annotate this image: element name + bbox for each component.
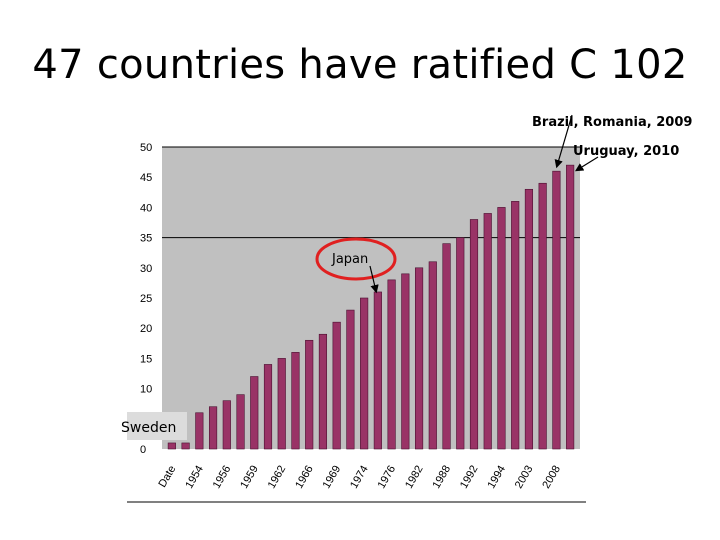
y-tick-label: 25	[140, 293, 152, 305]
bar	[332, 321, 341, 450]
x-tick-label: 1954	[183, 464, 206, 491]
bar	[360, 297, 369, 450]
x-tick-label: 1994	[485, 464, 508, 491]
x-tick-label: 1962	[266, 464, 289, 491]
bar	[318, 333, 328, 450]
x-tick-label: 1966	[293, 464, 316, 491]
x-tick-label: 1992	[458, 464, 481, 491]
x-tick-label: 1982	[403, 464, 426, 491]
x-tick-label: 1974	[348, 464, 371, 491]
bar	[566, 164, 575, 450]
bar	[167, 442, 176, 450]
x-tick-label: 2008	[540, 464, 563, 491]
bar	[291, 352, 300, 450]
y-tick-labels: 05101520253035404550	[140, 142, 152, 456]
bar	[263, 364, 273, 450]
annotation-japan: Japan	[331, 252, 368, 267]
annotation-brazil-romania: Brazil, Romania, 2009	[532, 115, 692, 130]
bar	[442, 243, 451, 450]
sweden-label-box	[127, 412, 187, 440]
annotation-uruguay: Uruguay, 2010	[573, 144, 679, 159]
annotation-sweden: Sweden	[121, 420, 176, 436]
x-tick-labels: Date 1954 1956 1959 1962 1966 1969 1974 1976 1982…	[156, 464, 563, 491]
y-tick-label: 15	[140, 353, 152, 365]
japan-highlight-circle	[315, 237, 397, 281]
bar	[511, 201, 520, 450]
bar	[497, 207, 506, 450]
japan-arrow	[369, 265, 379, 294]
x-tick-label: Date	[156, 464, 178, 490]
bar	[208, 406, 218, 450]
bar	[305, 339, 314, 450]
bar	[428, 261, 437, 450]
bar	[456, 237, 465, 450]
uruguay-arrow	[574, 156, 599, 172]
y-tick-label: 20	[140, 323, 152, 335]
bar	[483, 213, 492, 450]
y-tick-label: 40	[140, 202, 152, 214]
x-tick-label: 1988	[430, 464, 453, 491]
bar	[524, 188, 534, 450]
gridlines	[162, 146, 580, 239]
bar	[277, 358, 286, 450]
y-tick-label: 45	[140, 172, 152, 184]
x-tick-label: 2003	[513, 464, 536, 491]
bar	[222, 400, 231, 450]
x-tick-label: 1976	[376, 464, 399, 491]
brazil-romania-arrow	[554, 114, 573, 169]
plot-background	[162, 147, 580, 449]
y-tick-label: 0	[140, 444, 146, 456]
y-tick-label: 10	[140, 384, 152, 396]
x-tick-label: 1969	[321, 464, 344, 491]
y-tick-label: 35	[140, 233, 152, 245]
bar	[414, 267, 424, 450]
bar	[538, 182, 547, 450]
bar	[250, 376, 259, 450]
bar	[469, 219, 479, 450]
x-tick-label: 1956	[211, 464, 234, 491]
bar	[195, 412, 204, 450]
bar	[552, 170, 561, 450]
bar	[401, 273, 410, 450]
bars	[167, 164, 575, 450]
bar	[387, 279, 396, 450]
x-tick-label: 1959	[238, 464, 261, 491]
page-title: 47 countries have ratified C 102	[32, 42, 688, 88]
y-tick-label: 50	[140, 142, 152, 154]
y-tick-label: 30	[140, 263, 152, 275]
bar	[181, 442, 190, 450]
bar	[236, 394, 245, 450]
bar	[346, 309, 355, 450]
bar	[373, 291, 382, 450]
